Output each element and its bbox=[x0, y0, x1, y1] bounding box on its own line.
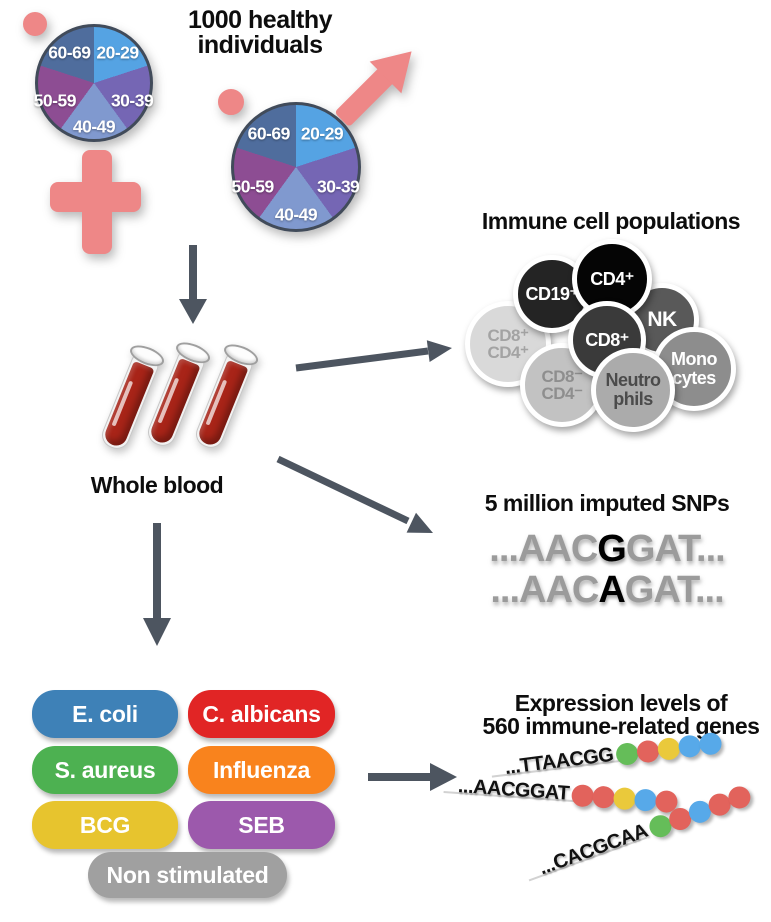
page-title: 1000 healthy individuals bbox=[187, 6, 333, 59]
age-slice-label: 60-69 bbox=[247, 123, 291, 144]
sequence-suffix: GAT... bbox=[624, 569, 725, 611]
age-slice-label: 30-39 bbox=[110, 90, 154, 111]
cell-label: NK bbox=[647, 308, 677, 332]
stimulus-label: SEB bbox=[238, 811, 285, 838]
stimulus-label: C. albicans bbox=[202, 700, 321, 727]
cell-label: Neutro phils bbox=[605, 370, 662, 409]
age-slice-label: 20-29 bbox=[96, 42, 139, 63]
blood-tubes-icon bbox=[95, 335, 280, 470]
stimulus-label: Influenza bbox=[213, 756, 310, 783]
cell-label: CD4⁺ bbox=[590, 268, 634, 289]
cell-label: CD8⁺ bbox=[585, 329, 629, 350]
blue-dot bbox=[634, 787, 658, 812]
red-dot bbox=[571, 783, 595, 807]
stimulus-seb: SEB bbox=[188, 801, 335, 849]
cell-cd4-pos: CD4⁺ bbox=[572, 239, 652, 319]
age-slice-label: 40-49 bbox=[274, 204, 318, 225]
snps-title: 5 million imputed SNPs bbox=[484, 490, 730, 516]
stimulus-influenza: Influenza bbox=[188, 746, 335, 794]
yellow-dot bbox=[656, 736, 682, 761]
age-slice-label: 30-39 bbox=[317, 176, 360, 197]
snp-allele: G bbox=[597, 528, 627, 570]
yellow-dot bbox=[613, 786, 637, 810]
cell-label: Mono cytes bbox=[671, 349, 717, 388]
male-icon: 20-29 30-39 40-49 50-59 60-69 bbox=[218, 40, 423, 252]
stimulus-label: S. aureus bbox=[54, 756, 156, 783]
arrow-blood-to-cells-icon bbox=[295, 340, 452, 372]
arrow-blood-to-stimulations-icon bbox=[143, 523, 171, 646]
arrow-blood-to-snps-icon bbox=[276, 455, 433, 533]
cell-cd8-neg-cd4-neg: CD8⁻ CD4⁻ bbox=[520, 343, 604, 427]
stimulus-label: BCG bbox=[79, 811, 131, 838]
stimulus-c-albicans: C. albicans bbox=[188, 690, 335, 738]
cell-label: CD8⁺ CD4⁺ bbox=[487, 325, 529, 362]
age-slice-label: 50-59 bbox=[231, 176, 274, 197]
stimulus-bcg: BCG bbox=[32, 801, 178, 849]
female-age-pie: 20-29 30-39 40-49 50-59 60-69 bbox=[33, 24, 154, 142]
female-cross-bar bbox=[50, 182, 141, 212]
immune-populations-title: Immune cell populations bbox=[481, 208, 741, 234]
age-slice-label: 60-69 bbox=[48, 42, 91, 63]
stimulus-s-aureus: S. aureus bbox=[32, 746, 178, 794]
age-slice-label: 40-49 bbox=[72, 116, 116, 137]
stimulus-e-coli: E. coli bbox=[32, 690, 178, 738]
cell-label: CD19⁺ bbox=[525, 283, 579, 304]
red-dot bbox=[635, 738, 661, 764]
green-dot bbox=[614, 741, 640, 766]
male-age-pie: 20-29 30-39 40-49 50-59 60-69 bbox=[231, 102, 361, 232]
sequence-suffix: GAT... bbox=[625, 528, 726, 570]
snp-allele: A bbox=[598, 569, 625, 611]
blue-dot bbox=[698, 731, 723, 756]
age-slice-label: 20-29 bbox=[300, 123, 344, 144]
snp-sequence-2: ...AACAGAT... bbox=[452, 569, 762, 612]
age-slice-label: 50-59 bbox=[33, 90, 77, 111]
cell-neutrophils: Neutro phils bbox=[591, 348, 675, 432]
female-ring: 20-29 30-39 40-49 50-59 60-69 bbox=[23, 12, 154, 142]
arrow-stimulations-to-expression-icon bbox=[368, 763, 457, 791]
stimulus-non-stimulated: Non stimulated bbox=[88, 852, 287, 898]
sequence-prefix: ...AAC bbox=[490, 569, 599, 611]
female-icon: 20-29 30-39 40-49 50-59 60-69 bbox=[23, 12, 183, 257]
blue-dot bbox=[677, 733, 702, 759]
red-dot bbox=[592, 784, 616, 809]
whole-blood-label: Whole blood bbox=[90, 472, 224, 498]
stimulus-label: Non stimulated bbox=[106, 861, 269, 888]
male-ring: 20-29 30-39 40-49 50-59 60-69 bbox=[218, 89, 361, 232]
expression-title: Expression levels of 560 immune-related … bbox=[482, 690, 760, 739]
stimulus-label: E. coli bbox=[72, 700, 138, 727]
arrow-individuals-to-blood-icon bbox=[179, 245, 207, 324]
snp-sequence-1: ...AACGGAT... bbox=[452, 528, 762, 571]
sequence-prefix: ...AAC bbox=[489, 528, 598, 570]
cell-label: CD8⁻ CD4⁻ bbox=[541, 366, 583, 403]
